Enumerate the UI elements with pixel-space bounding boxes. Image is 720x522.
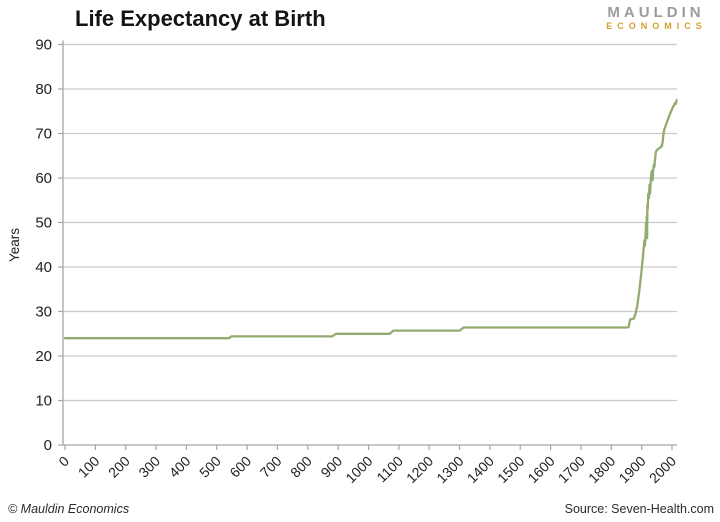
svg-text:50: 50 xyxy=(35,215,52,232)
svg-text:60: 60 xyxy=(35,170,52,187)
svg-text:40: 40 xyxy=(35,259,52,276)
svg-text:700: 700 xyxy=(257,453,285,481)
life-expectancy-line xyxy=(63,98,678,340)
svg-text:1500: 1500 xyxy=(494,453,527,486)
x-axis-labels: 0 100 200 300 400 500 600 700 800 900100011001200… xyxy=(55,453,679,486)
mauldin-economics-logo: MAULDIN ECONOMICS xyxy=(595,5,713,31)
svg-text:80: 80 xyxy=(35,81,52,98)
svg-text:20: 20 xyxy=(35,348,52,365)
source-note: Source: Seven-Health.com xyxy=(564,502,714,516)
svg-text:200: 200 xyxy=(105,453,133,481)
svg-text:1800: 1800 xyxy=(585,453,618,486)
tick-marks xyxy=(58,43,673,450)
svg-text:30: 30 xyxy=(35,304,52,321)
copyright-note: © Mauldin Economics xyxy=(8,502,130,516)
chart-title: Life Expectancy at Birth xyxy=(75,6,326,31)
gridlines xyxy=(63,43,677,402)
svg-text:90: 90 xyxy=(35,37,52,54)
svg-text:300: 300 xyxy=(135,453,163,481)
svg-text:1200: 1200 xyxy=(403,453,436,486)
svg-text:2000: 2000 xyxy=(646,453,679,486)
svg-text:900: 900 xyxy=(317,453,345,481)
svg-text:10: 10 xyxy=(35,393,52,410)
logo-wordmark: MAULDIN xyxy=(607,4,705,21)
svg-text:800: 800 xyxy=(287,453,315,481)
svg-text:1900: 1900 xyxy=(615,453,648,486)
svg-text:400: 400 xyxy=(166,453,194,481)
svg-text:0: 0 xyxy=(44,437,52,454)
axes xyxy=(62,40,677,446)
svg-text:1100: 1100 xyxy=(373,453,406,486)
svg-text:70: 70 xyxy=(35,126,52,143)
svg-text:1000: 1000 xyxy=(342,453,375,486)
svg-text:100: 100 xyxy=(75,453,103,481)
svg-text:500: 500 xyxy=(196,453,224,481)
svg-text:1400: 1400 xyxy=(464,453,497,486)
logo-subtitle: ECONOMICS xyxy=(606,21,707,31)
svg-text:0: 0 xyxy=(55,453,72,470)
y-axis-title: Years xyxy=(7,228,22,262)
svg-text:600: 600 xyxy=(226,453,254,481)
svg-text:1700: 1700 xyxy=(555,453,588,486)
svg-text:1600: 1600 xyxy=(524,453,557,486)
svg-text:1300: 1300 xyxy=(433,453,466,486)
y-axis-labels: 0 10 20 30 40 50 60 70 80 90 xyxy=(35,37,52,455)
